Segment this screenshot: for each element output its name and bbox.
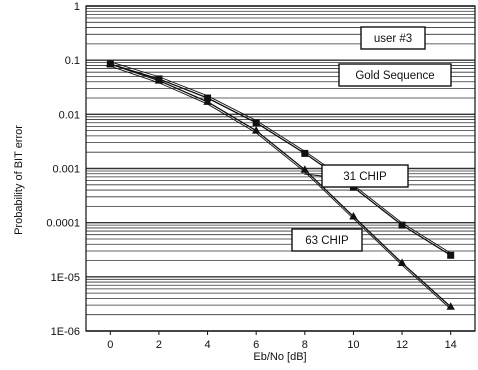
annotation-layer: user #3 Gold Sequence 31 CHIP 63 CHIP	[291, 26, 452, 252]
data-point-triangle	[154, 76, 164, 84]
data-point-triangle	[203, 97, 212, 105]
data-point-triangle	[397, 258, 407, 267]
legend-63-chip-text: 63 CHIP	[305, 235, 349, 247]
x-tick-label: 6	[253, 339, 259, 351]
y-tick-label: 0.001	[52, 164, 80, 176]
data-point-square	[252, 119, 260, 127]
leader-line-31-chip	[303, 173, 323, 177]
data-point-square	[398, 221, 406, 229]
y-tick-label: 0.0001	[46, 218, 80, 230]
axis-layer: 0 2 4 6 8 10 12 14 1 0.1 0.01 0.001 0.0001 1E-05 1E-06	[46, 1, 476, 351]
series-line	[110, 63, 452, 308]
legend-31-chip: 31 CHIP	[321, 164, 409, 188]
annotation-gold-sequence-box	[338, 63, 452, 87]
y-tick-label: 1E-06	[51, 326, 80, 338]
y-axis-label: Probability of BIT error	[13, 125, 25, 235]
data-point-triangle	[300, 165, 310, 173]
plot-frame	[85, 5, 476, 332]
series-line	[110, 63, 452, 256]
x-tick-label: 14	[445, 339, 457, 351]
x-tick-label: 12	[396, 339, 408, 351]
legend-63-chip: 63 CHIP	[291, 228, 363, 252]
series-63-chip	[106, 59, 455, 310]
series-line-shadow	[110, 65, 451, 310]
series-line-shadow	[110, 61, 451, 254]
legend-63-chip-box	[291, 228, 363, 252]
annotation-user-text: user #3	[374, 33, 412, 45]
data-point-triangle	[349, 211, 358, 220]
data-point-square	[447, 251, 455, 259]
y-tick-label: 0.1	[65, 55, 80, 67]
x-axis-label: Eb/No [dB]	[253, 351, 306, 363]
y-tick-label: 1E-05	[51, 272, 80, 284]
series-layer	[106, 59, 455, 310]
x-tick-label: 0	[107, 339, 113, 351]
data-point-square	[301, 149, 309, 157]
data-point-triangle	[251, 126, 261, 134]
data-point-triangle	[106, 59, 115, 67]
data-point-triangle	[446, 302, 455, 310]
annotation-gold-sequence-text: Gold Sequence	[355, 70, 434, 82]
y-tick-label: 1	[74, 1, 80, 13]
grid-layer	[86, 5, 475, 332]
annotation-user-box	[360, 26, 426, 50]
x-tick-label: 10	[347, 339, 359, 351]
legend-31-chip-text: 31 CHIP	[343, 171, 387, 183]
x-tick-label: 8	[302, 339, 308, 351]
annotation-gold-sequence: Gold Sequence	[338, 63, 452, 87]
x-tick-label: 2	[156, 339, 162, 351]
annotation-user: user #3	[360, 26, 426, 50]
y-tick-label: 0.01	[59, 109, 80, 121]
series-31-chip	[106, 60, 455, 259]
x-tick-label: 4	[205, 339, 211, 351]
